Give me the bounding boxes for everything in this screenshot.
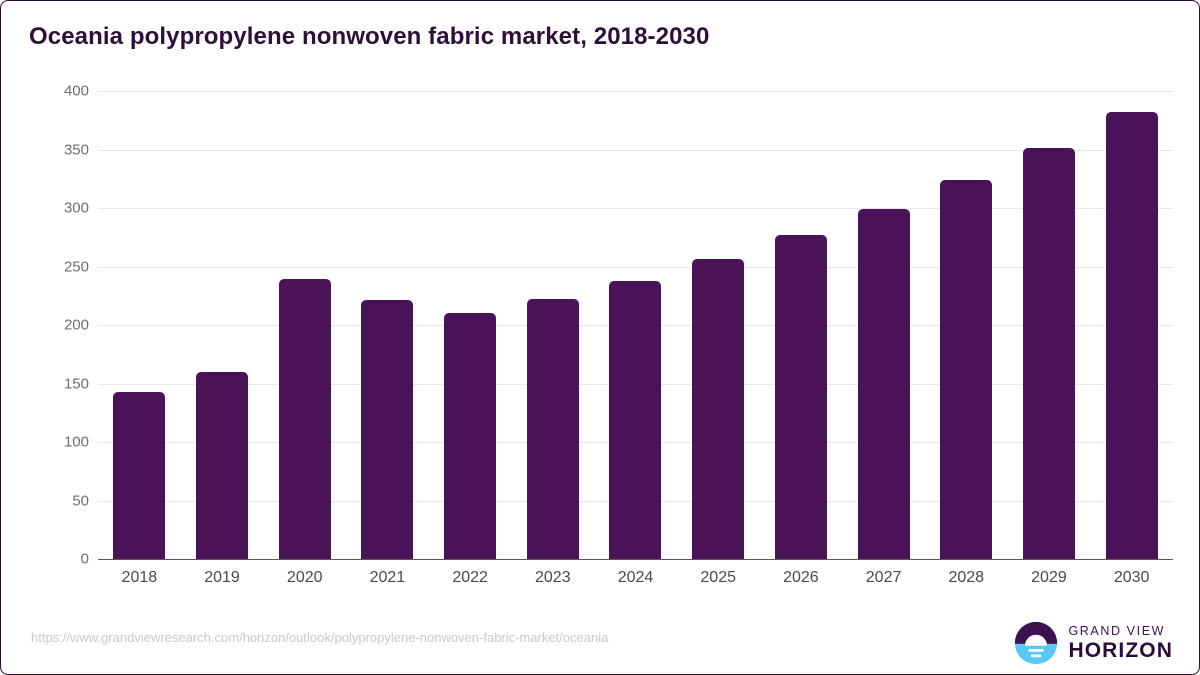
- x-tick-label-2028: 2028: [948, 569, 985, 586]
- gridline-300: [98, 208, 1173, 209]
- gridline-250: [98, 266, 1173, 268]
- bar-slot: [1008, 91, 1091, 559]
- bar-2023[interactable]: [526, 299, 579, 559]
- bar-slot: [98, 91, 181, 559]
- bar-2030[interactable]: [1105, 112, 1158, 559]
- y-tick-label: 400: [63, 82, 89, 100]
- bar-2024[interactable]: [609, 280, 662, 559]
- bar-2025[interactable]: [692, 259, 745, 559]
- bar-slot: [1090, 91, 1173, 559]
- logo-line-horizon: HORIZON: [1068, 639, 1173, 663]
- y-tick-label: 250: [63, 258, 89, 275]
- y-tick-label: 150: [63, 375, 89, 392]
- bar-slot: [594, 91, 677, 559]
- y-tick-label: 50: [72, 492, 89, 509]
- bar-2022[interactable]: [444, 313, 497, 559]
- bar-2020[interactable]: [278, 279, 331, 559]
- x-tick-label-2024: 2024: [617, 569, 654, 586]
- bar-series: [98, 91, 1173, 559]
- bar-2021[interactable]: [361, 300, 414, 559]
- gridline-400: [98, 91, 1173, 92]
- bar-2019[interactable]: [196, 371, 249, 559]
- bar-2027[interactable]: [857, 209, 910, 559]
- y-tick-label: 350: [63, 141, 89, 158]
- x-tick-label-2025: 2025: [700, 569, 736, 586]
- horizon-circle-icon: [1015, 621, 1058, 665]
- y-tick-label: 0: [80, 550, 89, 568]
- bar-slot: [760, 91, 843, 559]
- bar-2028[interactable]: [940, 179, 993, 559]
- gridline-350: [98, 149, 1173, 151]
- y-tick-label: 300: [63, 199, 89, 217]
- bar-slot: [346, 91, 429, 559]
- x-tick-label-2026: 2026: [783, 569, 819, 586]
- bar-2018[interactable]: [113, 391, 166, 559]
- x-tick-label-2027: 2027: [865, 569, 902, 586]
- x-tick-label-2021: 2021: [369, 569, 406, 586]
- x-tick-label-2019: 2019: [204, 569, 240, 586]
- gridline-0: [98, 559, 1173, 560]
- grand-view-horizon-logo[interactable]: GRAND VIEW HORIZON: [1013, 620, 1173, 666]
- bar-slot: [842, 91, 925, 559]
- source-url[interactable]: https://www.grandviewresearch.com/horizo…: [31, 630, 609, 645]
- bar-slot: [263, 91, 346, 559]
- x-axis-labels: 2018 2019 2020 2021 2022 2023 2024 2025 2026 2027…: [98, 569, 1173, 599]
- x-tick-label-2030: 2030: [1113, 569, 1150, 586]
- bar-slot: [181, 91, 264, 559]
- bar-slot: [429, 91, 512, 559]
- y-tick-label: 200: [63, 316, 89, 334]
- bar-slot: [511, 91, 594, 559]
- bar-2029[interactable]: [1022, 148, 1075, 559]
- x-tick-label-2022: 2022: [452, 569, 488, 586]
- bar-slot: [677, 91, 760, 559]
- x-tick-label-2018: 2018: [121, 569, 158, 586]
- bar-slot: [925, 91, 1008, 559]
- logo-wordmark: GRAND VIEW HORIZON: [1068, 625, 1173, 662]
- logo-line-grand-view: GRAND VIEW: [1068, 623, 1166, 638]
- x-tick-label-2020: 2020: [286, 569, 323, 586]
- y-axis-labels: Market Size (US$M) 050100150200250300350…: [1, 1, 89, 674]
- bar-2026[interactable]: [774, 234, 827, 559]
- x-tick-label-2023: 2023: [535, 569, 571, 586]
- y-tick-label: 100: [63, 433, 89, 451]
- x-tick-label-2029: 2029: [1031, 569, 1067, 586]
- page-title: Oceania polypropylene nonwoven fabric ma…: [29, 23, 710, 50]
